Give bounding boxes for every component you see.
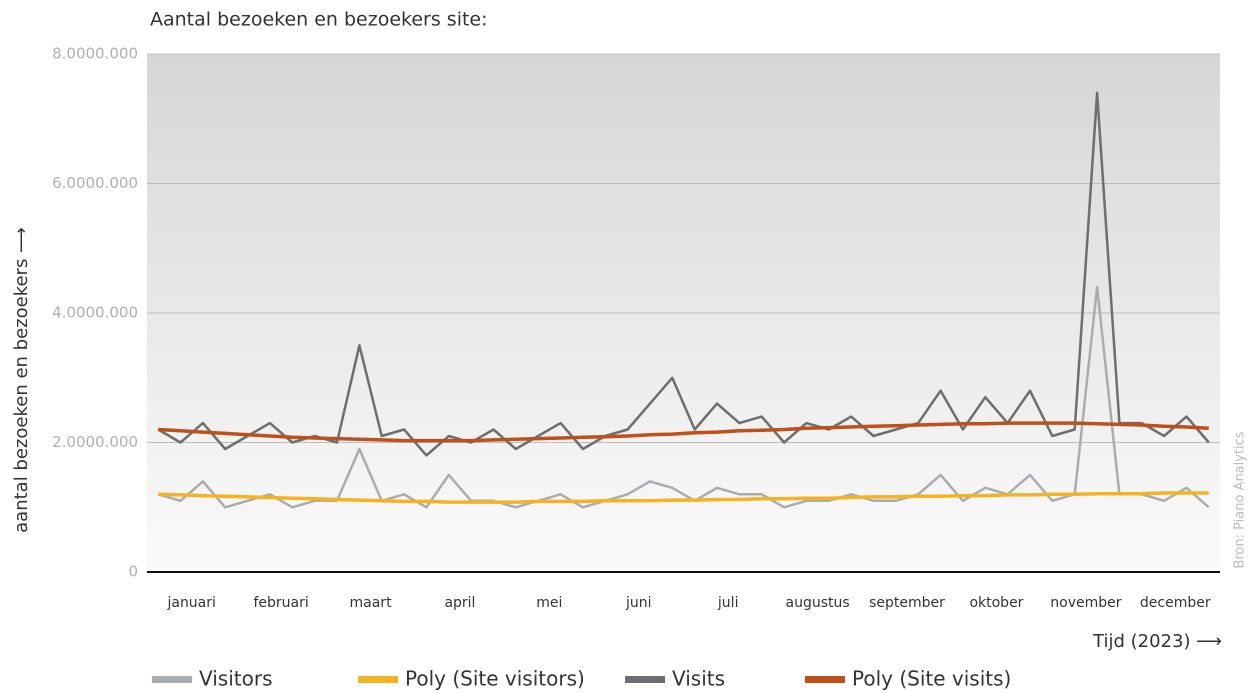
source: Bron: Piano Analytics [1233, 431, 1248, 568]
y-tick-label: 6.0000.000 [52, 174, 138, 192]
y-axis-title: aantal bezoeken en bezoekers ⟶ [11, 227, 32, 533]
x-tick-label: september [869, 595, 945, 611]
x-tick-label: januari [166, 595, 215, 611]
y-tick-label: 8.0000.000 [52, 45, 138, 63]
legend-swatch [625, 676, 665, 683]
legend-label: Poly (Site visits) [852, 667, 1011, 691]
x-tick-label: juli [717, 595, 739, 611]
x-axis-title: Tijd (2023) ⟶ [1092, 631, 1222, 652]
legend-swatch [805, 676, 845, 683]
legend-label: Visitors [199, 667, 273, 691]
legend-label: Poly (Site visitors) [405, 667, 585, 691]
legend-swatch [358, 676, 398, 683]
x-tick-label: februari [253, 595, 308, 611]
x-tick-label: oktober [969, 595, 1023, 611]
series-line [158, 491, 1209, 504]
x-tick-label: mei [536, 595, 562, 611]
y-tick-label: 0 [128, 563, 138, 581]
x-tick-label: augustus [786, 595, 850, 611]
series-line [158, 421, 1209, 443]
legend-swatch [152, 676, 192, 683]
series-line [157, 91, 1210, 457]
y-tick-label: 2.0000.000 [52, 433, 138, 451]
x-tick-label: april [444, 595, 475, 611]
x-tick-label: maart [350, 595, 393, 611]
chart-title: Aantal bezoeken en bezoekers site: [150, 9, 488, 31]
x-tick-label: december [1140, 595, 1211, 611]
y-tick-label: 4.0000.000 [52, 304, 138, 322]
x-tick-label: november [1050, 595, 1121, 611]
legend-label: Visits [672, 667, 725, 691]
x-tick-label: juni [625, 595, 652, 611]
